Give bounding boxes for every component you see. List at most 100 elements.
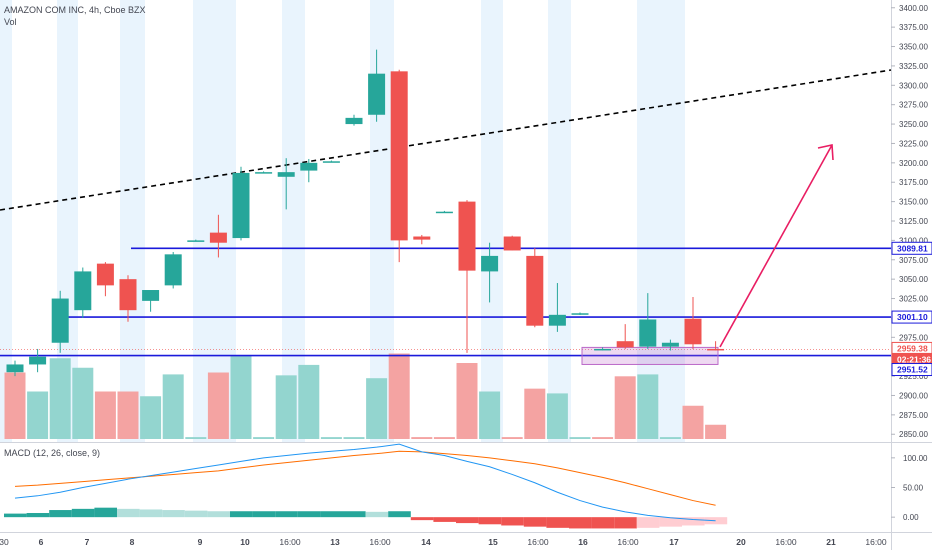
macd-histogram-bar: [230, 511, 253, 518]
projection-arrow[interactable]: [719, 144, 833, 348]
volume-bar: [388, 353, 410, 439]
price-tick-label: 3325.00: [899, 62, 928, 71]
session-band: [0, 0, 12, 442]
time-tick-label: 6: [39, 537, 44, 547]
price-marker-badge: [891, 363, 932, 377]
candle-body[interactable]: [390, 71, 408, 241]
candle-body[interactable]: [707, 348, 725, 351]
time-tick-label: 15: [488, 537, 498, 547]
time-tick-label: 7: [85, 537, 90, 547]
volume-bar: [614, 376, 636, 439]
candle-body[interactable]: [684, 318, 702, 345]
macd-histogram-bar: [636, 517, 660, 528]
macd-histogram-bar: [207, 511, 230, 518]
candle-body[interactable]: [503, 236, 521, 251]
candle-body[interactable]: [616, 341, 634, 348]
candle-body[interactable]: [277, 172, 295, 177]
time-axis: 30 6 7 8 9 10 16:00 13 16:00 14 15 16:00 16 16:00 17 20…: [0, 537, 887, 547]
macd-histogram-bar: [569, 517, 592, 529]
candle-body[interactable]: [594, 348, 612, 351]
price-marker-badge: [891, 310, 932, 324]
volume-bar: [230, 355, 252, 439]
volume-bar: [637, 374, 659, 439]
macd-histogram: [4, 507, 728, 529]
macd-histogram-bar: [614, 517, 637, 529]
candle-body[interactable]: [413, 236, 431, 240]
price-tick-label: 3075.00: [899, 256, 928, 265]
signal-line[interactable]: [14, 450, 716, 506]
volume-bars: [4, 353, 727, 439]
price-tick-label: 3175.00: [899, 178, 928, 187]
macd-histogram-bar: [546, 517, 569, 528]
volume-bar: [659, 437, 681, 439]
candle-body[interactable]: [164, 254, 182, 286]
macd-histogram-bar: [117, 508, 140, 518]
candle-body[interactable]: [526, 255, 544, 326]
candle-body[interactable]: [51, 298, 69, 343]
candle-body[interactable]: [142, 290, 160, 301]
trendline[interactable]: [0, 69, 892, 211]
candle-body[interactable]: [639, 319, 657, 347]
symbol-title[interactable]: AMAZON COM INC, 4h, Cboe BZX: [4, 5, 146, 15]
candle-body[interactable]: [255, 172, 273, 174]
candle-body[interactable]: [661, 342, 679, 347]
volume-bar: [592, 437, 614, 439]
price-marker-label: 3089.81: [897, 243, 928, 253]
volume-bar: [343, 437, 365, 439]
macd-histogram-bar: [4, 513, 27, 518]
macd-histogram-bar: [343, 511, 366, 518]
session-band: [637, 0, 685, 442]
candle-body[interactable]: [187, 240, 205, 242]
volume-bar: [4, 372, 26, 439]
candle-body[interactable]: [96, 263, 114, 286]
candle-body[interactable]: [548, 314, 566, 326]
price-tick-label: 3200.00: [899, 159, 928, 168]
time-tick-label: 9: [198, 537, 203, 547]
candle-body[interactable]: [481, 255, 499, 272]
arrow-head: [817, 144, 834, 161]
candle-body[interactable]: [6, 364, 24, 373]
time-tick-label: 16:00: [279, 537, 301, 547]
candle-body[interactable]: [209, 232, 227, 243]
volume-bar: [140, 396, 162, 439]
price-tick-label: 3025.00: [899, 295, 928, 304]
candle-body[interactable]: [29, 356, 47, 365]
macd-legend[interactable]: MACD (12, 26, close, 9): [4, 448, 101, 458]
volume-legend: Vol: [4, 17, 17, 27]
time-tick-label: 16:00: [369, 537, 391, 547]
session-band: [193, 0, 236, 442]
volume-bar: [185, 437, 207, 439]
demand-zone-box[interactable]: [581, 346, 719, 365]
candle-body[interactable]: [435, 211, 453, 214]
candle-body[interactable]: [232, 172, 250, 239]
candle-body[interactable]: [368, 73, 386, 115]
volume-bar: [49, 358, 71, 439]
time-tick-label: 17: [669, 537, 679, 547]
macd-histogram-bar: [478, 517, 502, 525]
price-tick-label: 3150.00: [899, 198, 928, 207]
price-marker-label: 02:21:36: [897, 354, 931, 364]
time-tick-label: 16:00: [865, 537, 887, 547]
candle-body[interactable]: [345, 117, 363, 125]
candle-body[interactable]: [458, 201, 476, 271]
price-tick-label: 2975.00: [899, 333, 928, 342]
candle-body[interactable]: [322, 161, 340, 163]
candle-body[interactable]: [571, 313, 589, 315]
macd-histogram-bar: [410, 517, 434, 521]
candle-body[interactable]: [300, 162, 318, 171]
volume-bar: [27, 391, 49, 439]
price-tick-label: 3400.00: [899, 4, 928, 13]
volume-bar: [501, 437, 523, 439]
time-tick-label: 16: [578, 537, 588, 547]
macd-histogram-bar: [704, 517, 728, 525]
candle-body[interactable]: [119, 279, 137, 311]
price-marker-label: 3001.10: [897, 312, 928, 322]
macd-histogram-bar: [26, 513, 50, 518]
price-marker-label: 2959.38: [897, 343, 928, 353]
macd-histogram-bar: [591, 517, 615, 529]
candle-body[interactable]: [74, 271, 92, 311]
macd-line[interactable]: [14, 443, 716, 522]
price-tick-label: 3125.00: [899, 217, 928, 226]
macd-tick-label: 0.00: [903, 513, 919, 522]
